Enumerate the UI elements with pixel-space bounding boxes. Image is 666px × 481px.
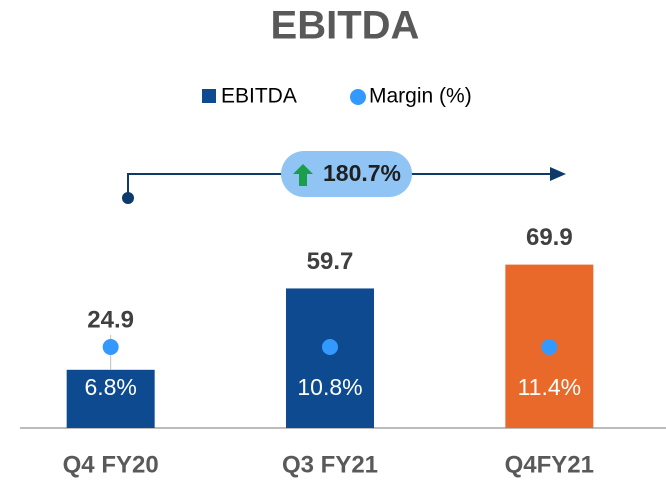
legend-label: EBITDA [221,85,297,108]
margin-dot [541,339,558,355]
value-label: 69.9 [526,224,573,251]
value-label: 59.7 [307,248,354,275]
margin-label: 10.8% [297,374,362,400]
up-icon [293,164,313,186]
x-tick-label: Q4FY21 [505,451,594,478]
growth-pill [281,151,412,197]
margin-label: 11.4% [518,374,582,400]
bar [66,369,155,428]
arrow-head [550,167,566,181]
x-tick-label: Q4 FY20 [63,451,159,478]
value-label: 24.9 [87,306,134,333]
legend-label: Margin (%) [369,85,472,108]
margin-dot [102,339,119,355]
bar [286,288,374,428]
margin-dot [322,339,338,355]
legend-swatch [350,89,366,105]
margin-label: 6.8% [84,374,136,400]
legend-swatch [202,89,216,103]
chart-title: EBITDA [271,4,420,48]
arrow-start [122,192,134,204]
growth-label: 180.7% [323,160,401,186]
x-tick-label: Q3 FY21 [282,451,378,478]
